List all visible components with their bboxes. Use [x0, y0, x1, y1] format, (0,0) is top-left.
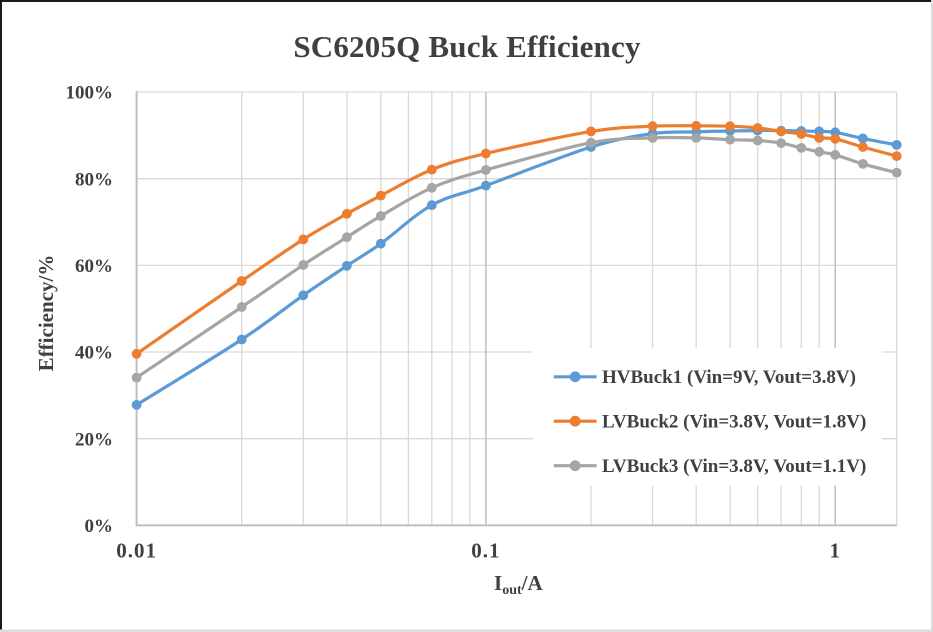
- svg-text:1: 1: [829, 539, 841, 563]
- svg-text:0.01: 0.01: [116, 539, 157, 563]
- svg-text:Efficiency/%: Efficiency/%: [34, 255, 58, 372]
- svg-text:80%: 80%: [75, 169, 113, 190]
- svg-text:40%: 40%: [75, 343, 113, 364]
- svg-text:20%: 20%: [75, 429, 113, 450]
- svg-text:LVBuck2 (Vin=3.8V, Vout=1.8V): LVBuck2 (Vin=3.8V, Vout=1.8V): [602, 412, 866, 433]
- svg-text:0.1: 0.1: [471, 539, 500, 563]
- svg-text:100%: 100%: [66, 83, 114, 104]
- svg-text:60%: 60%: [75, 256, 113, 277]
- svg-text:HVBuck1 (Vin=9V, Vout=3.8V): HVBuck1 (Vin=9V, Vout=3.8V): [602, 367, 856, 388]
- svg-text:LVBuck3 (Vin=3.8V, Vout=1.1V): LVBuck3 (Vin=3.8V, Vout=1.1V): [602, 456, 866, 477]
- svg-text:0%: 0%: [85, 516, 114, 537]
- svg-text:SC6205Q Buck Efficiency: SC6205Q Buck Efficiency: [293, 29, 641, 64]
